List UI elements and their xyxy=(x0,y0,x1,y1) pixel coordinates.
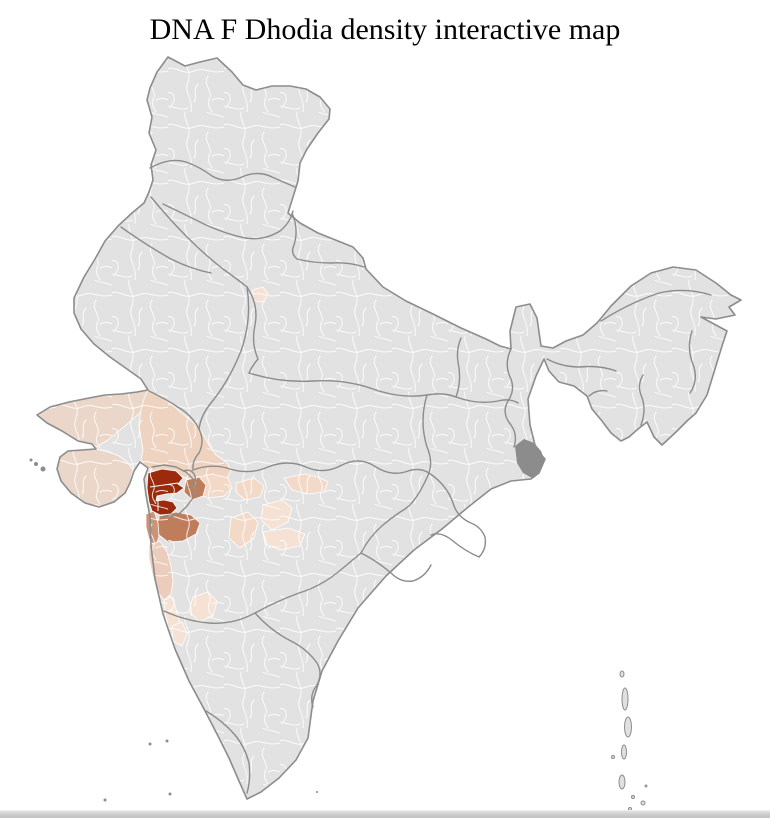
state-borders xyxy=(120,159,712,794)
daman-dnh-border xyxy=(182,469,197,488)
district-borders-texture xyxy=(37,57,741,799)
andaman-nicobar-islands xyxy=(611,670,648,811)
state-border-around-highest xyxy=(151,464,197,518)
lakshadweep-islands xyxy=(103,739,318,802)
sundarbans-delta xyxy=(29,439,545,478)
page-title: DNA F Dhodia density interactive map xyxy=(149,13,621,46)
horizontal-scrollbar[interactable] xyxy=(0,810,770,818)
